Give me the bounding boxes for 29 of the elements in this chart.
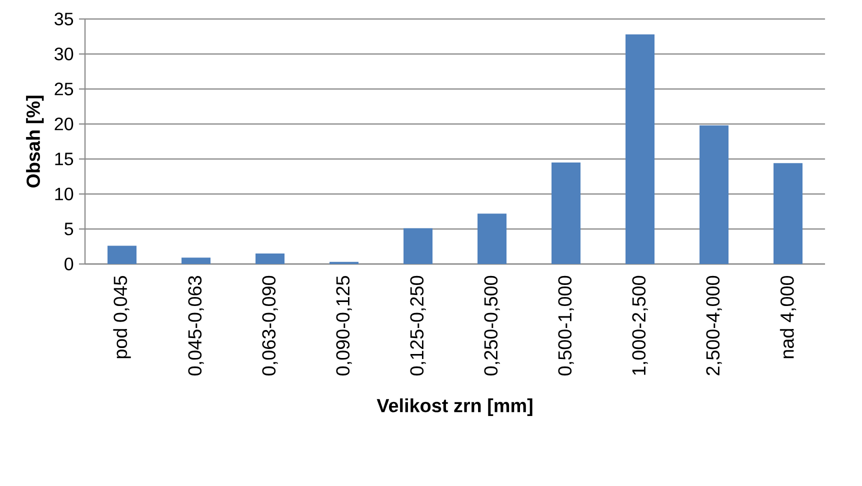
bar [552, 162, 581, 264]
x-tick-label: pod 0,045 [113, 276, 131, 358]
x-tick-label: 0,250-0,500 [484, 276, 500, 376]
y-tick-label: 20 [54, 118, 74, 130]
y-tick-label: 15 [55, 152, 74, 166]
y-axis-title: Obsah [%] [26, 96, 44, 188]
x-tick-label: 0,500-1,000 [558, 276, 574, 376]
x-tick-label: 2,500-4,000 [706, 276, 722, 376]
y-tick-label: 30 [54, 48, 74, 60]
y-tick-label: 25 [54, 82, 74, 96]
x-tick-label: 1,000-2,500 [632, 276, 648, 375]
bar [256, 253, 285, 264]
y-tick-label: 5 [64, 222, 74, 236]
x-tick-label: 0,090-0,125 [336, 276, 352, 376]
bar [700, 125, 729, 264]
bar [626, 34, 655, 264]
x-tick-label: 0,063-0,090 [262, 276, 278, 376]
y-tick-label: 10 [55, 188, 74, 200]
x-tick-label: 0,125-0,250 [410, 276, 426, 376]
bar [404, 228, 433, 264]
bar [182, 258, 211, 264]
x-tick-label: nad 4,000 [780, 276, 796, 358]
x-axis-title: Velikost zrn [mm] [376, 398, 532, 416]
x-tick-label: 0,045-0,063 [188, 276, 204, 376]
y-tick-label: 0 [64, 258, 74, 270]
bar [478, 214, 507, 264]
bar [774, 163, 803, 264]
y-tick-label: 35 [54, 12, 74, 26]
bar [108, 246, 137, 264]
